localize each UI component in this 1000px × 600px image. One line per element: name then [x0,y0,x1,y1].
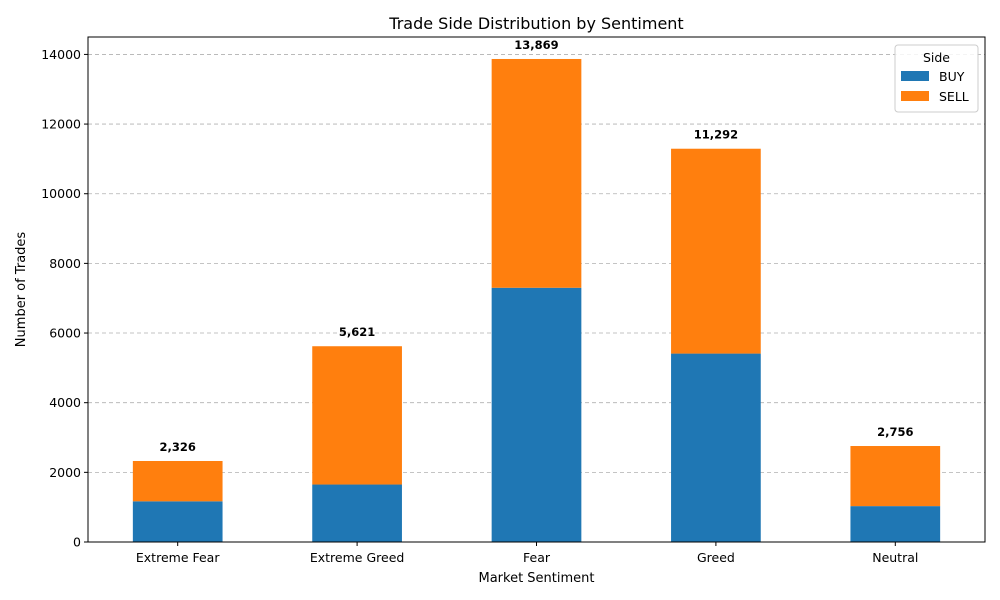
y-tick-label: 0 [73,535,81,550]
x-tick-label: Extreme Fear [136,550,220,565]
bar-buy-greed [671,353,761,542]
bar-sell-extreme-greed [312,346,402,485]
bar-buy-fear [491,287,582,542]
total-label: 5,621 [339,325,375,339]
total-label: 11,292 [694,128,738,142]
y-tick-label: 6000 [49,326,81,341]
legend-label-buy: BUY [939,69,965,84]
x-tick-label: Fear [523,550,551,565]
bar-sell-greed [671,148,761,354]
legend-title: Side [923,50,950,65]
x-axis-label: Market Sentiment [478,571,594,586]
y-axis-label: Number of Trades [14,232,29,348]
bar-sell-neutral [850,446,941,507]
y-tick-label: 8000 [49,256,81,271]
x-tick-label: Greed [697,550,735,565]
legend: Side BUY SELL [894,44,979,113]
y-tick-label: 14000 [41,47,81,62]
bar-buy-extreme-fear [132,501,223,542]
y-tick-label: 10000 [41,186,81,201]
x-axis-ticks: Extreme Fear Extreme Greed Fear Greed Neutra… [136,542,918,565]
x-tick-label: Extreme Greed [310,550,404,565]
bar-buy-extreme-greed [312,484,402,542]
total-label: 2,756 [877,425,913,439]
y-tick-label: 4000 [49,395,81,410]
chart-title: Trade Side Distribution by Sentiment [388,14,683,33]
bar-sell-extreme-fear [132,460,223,502]
total-label: 13,869 [514,38,558,52]
legend-swatch-sell [901,91,929,101]
bar-sell-fear [491,58,582,288]
legend-swatch-buy [901,71,929,81]
total-labels: 2,326 5,621 13,869 11,292 2,756 [160,38,914,454]
legend-label-sell: SELL [939,89,969,104]
y-tick-label: 2000 [49,465,81,480]
bar-buy-neutral [850,506,941,542]
y-tick-label: 12000 [41,117,81,132]
bars [132,58,941,542]
y-axis-ticks: 0 2000 4000 6000 8000 10000 12000 14000 [41,47,88,550]
x-tick-label: Neutral [872,550,918,565]
total-label: 2,326 [160,440,196,454]
